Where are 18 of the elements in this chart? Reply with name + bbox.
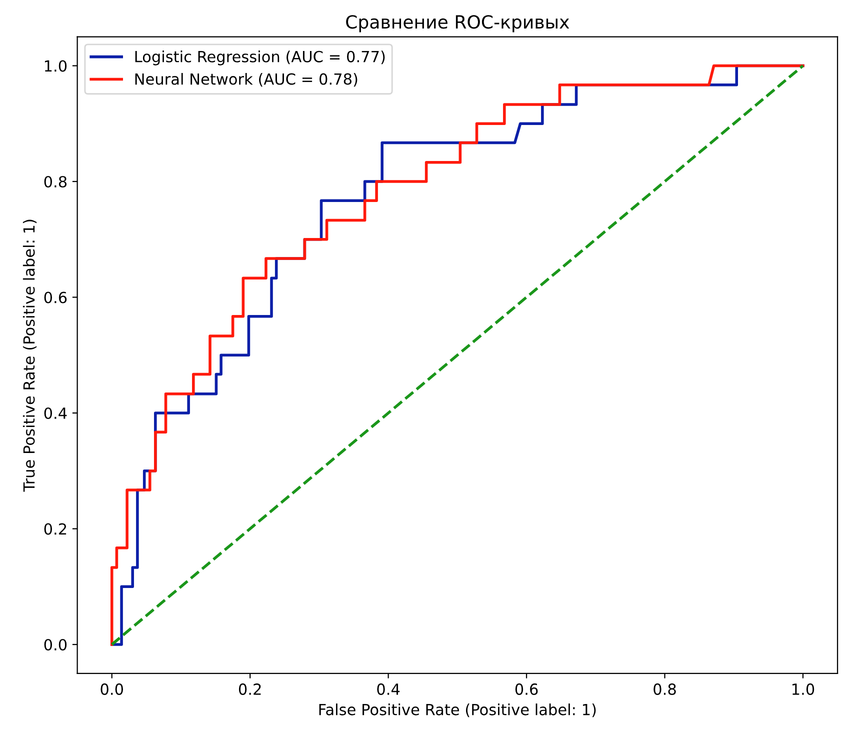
x-tick-label: 0.2 [238, 683, 261, 695]
x-tick-label: 0.6 [515, 683, 538, 695]
x-axis-title: False Positive Rate (Positive label: 1) [319, 704, 596, 718]
x-tick-label: 1.0 [792, 683, 814, 695]
y-tick-label: 0.4 [44, 407, 67, 420]
legend-label: Logistic Regression (AUC = 0.77) [135, 50, 385, 66]
chart-title: Сравнение ROC-кривых [346, 15, 570, 32]
x-tick-label: 0.4 [377, 683, 400, 695]
y-tick-label: 0.0 [44, 638, 67, 651]
legend-label: Neural Network (AUC = 0.78) [135, 72, 358, 87]
line-series [110, 64, 804, 646]
y-axis-title: True Positive Rate (Positive label: 1) [22, 220, 37, 492]
x-tick-label: 0.0 [100, 683, 123, 695]
y-tick-label: 0.2 [44, 523, 66, 535]
y-tick-label: 0.8 [44, 176, 67, 188]
y-tick-label: 0.6 [44, 292, 67, 304]
x-tick-label: 0.8 [654, 683, 676, 695]
y-tick-label: 1.0 [44, 60, 67, 72]
